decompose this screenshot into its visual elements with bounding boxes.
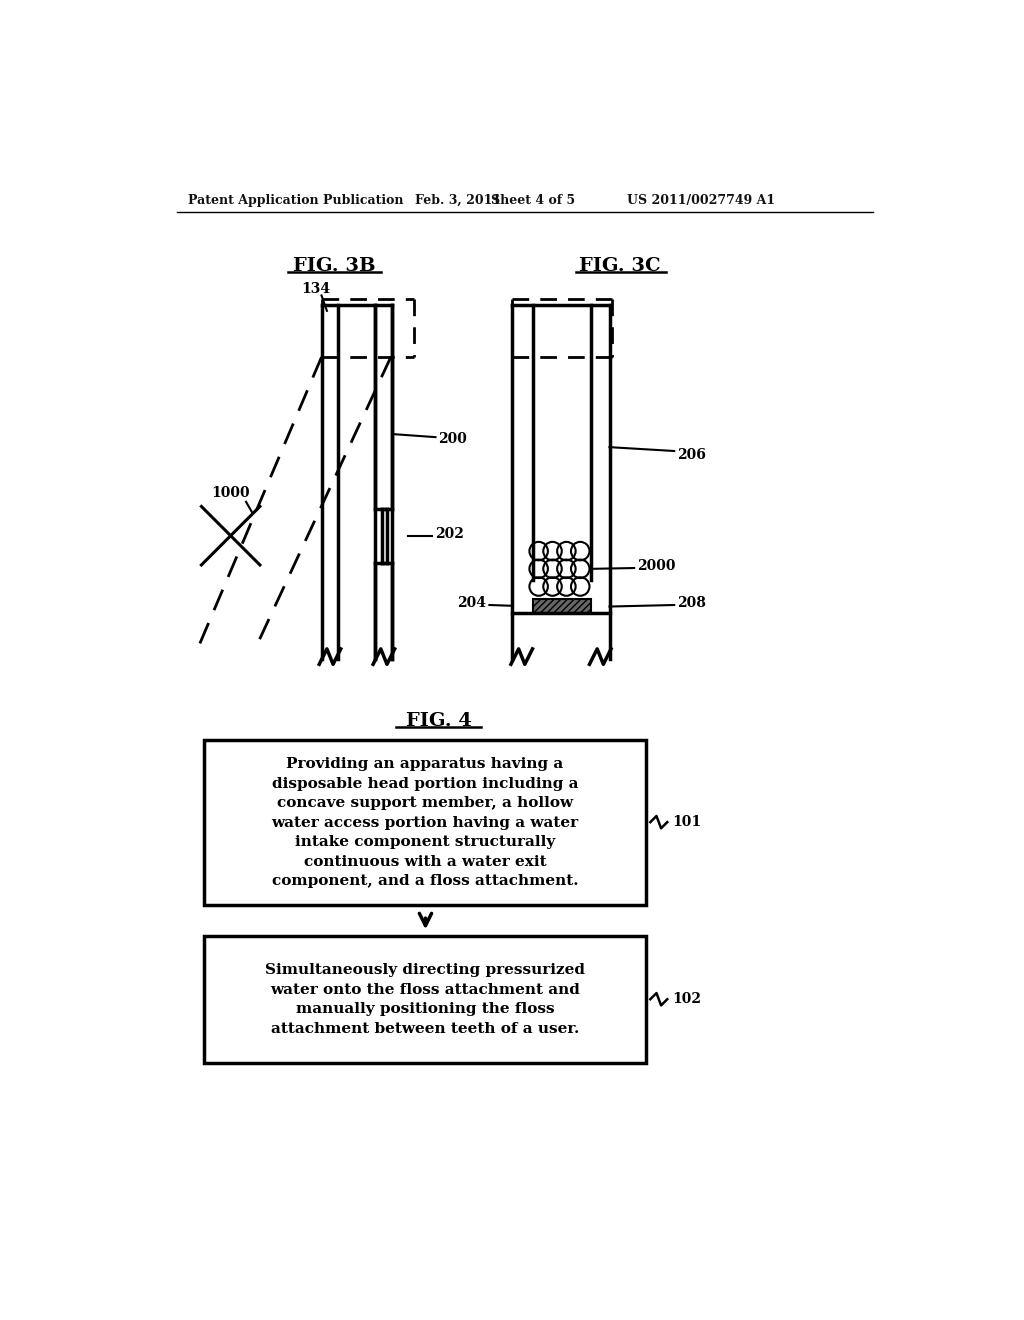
Text: 202: 202 <box>435 527 464 541</box>
Text: 102: 102 <box>672 993 700 1006</box>
Text: Providing an apparatus having a
disposable head portion including a
concave supp: Providing an apparatus having a disposab… <box>271 758 579 888</box>
Bar <box>204 739 646 906</box>
Text: US 2011/0027749 A1: US 2011/0027749 A1 <box>628 194 775 207</box>
Text: 134: 134 <box>301 282 330 296</box>
Text: 1000: 1000 <box>211 486 250 500</box>
Text: FIG. 4: FIG. 4 <box>406 711 471 730</box>
Text: 2000: 2000 <box>637 560 676 573</box>
Text: FIG. 3C: FIG. 3C <box>579 257 660 275</box>
Text: Simultaneously directing pressurized
water onto the floss attachment and
manuall: Simultaneously directing pressurized wat… <box>265 964 585 1036</box>
Text: 208: 208 <box>677 597 707 610</box>
Text: 204: 204 <box>458 597 486 610</box>
Text: 206: 206 <box>677 447 707 462</box>
Text: FIG. 3B: FIG. 3B <box>293 257 376 275</box>
Bar <box>204 936 646 1063</box>
Text: Sheet 4 of 5: Sheet 4 of 5 <box>490 194 575 207</box>
Bar <box>532 599 591 612</box>
Text: 101: 101 <box>672 816 701 829</box>
Text: 200: 200 <box>438 433 467 446</box>
Text: Patent Application Publication: Patent Application Publication <box>188 194 403 207</box>
Text: Feb. 3, 2011: Feb. 3, 2011 <box>416 194 502 207</box>
